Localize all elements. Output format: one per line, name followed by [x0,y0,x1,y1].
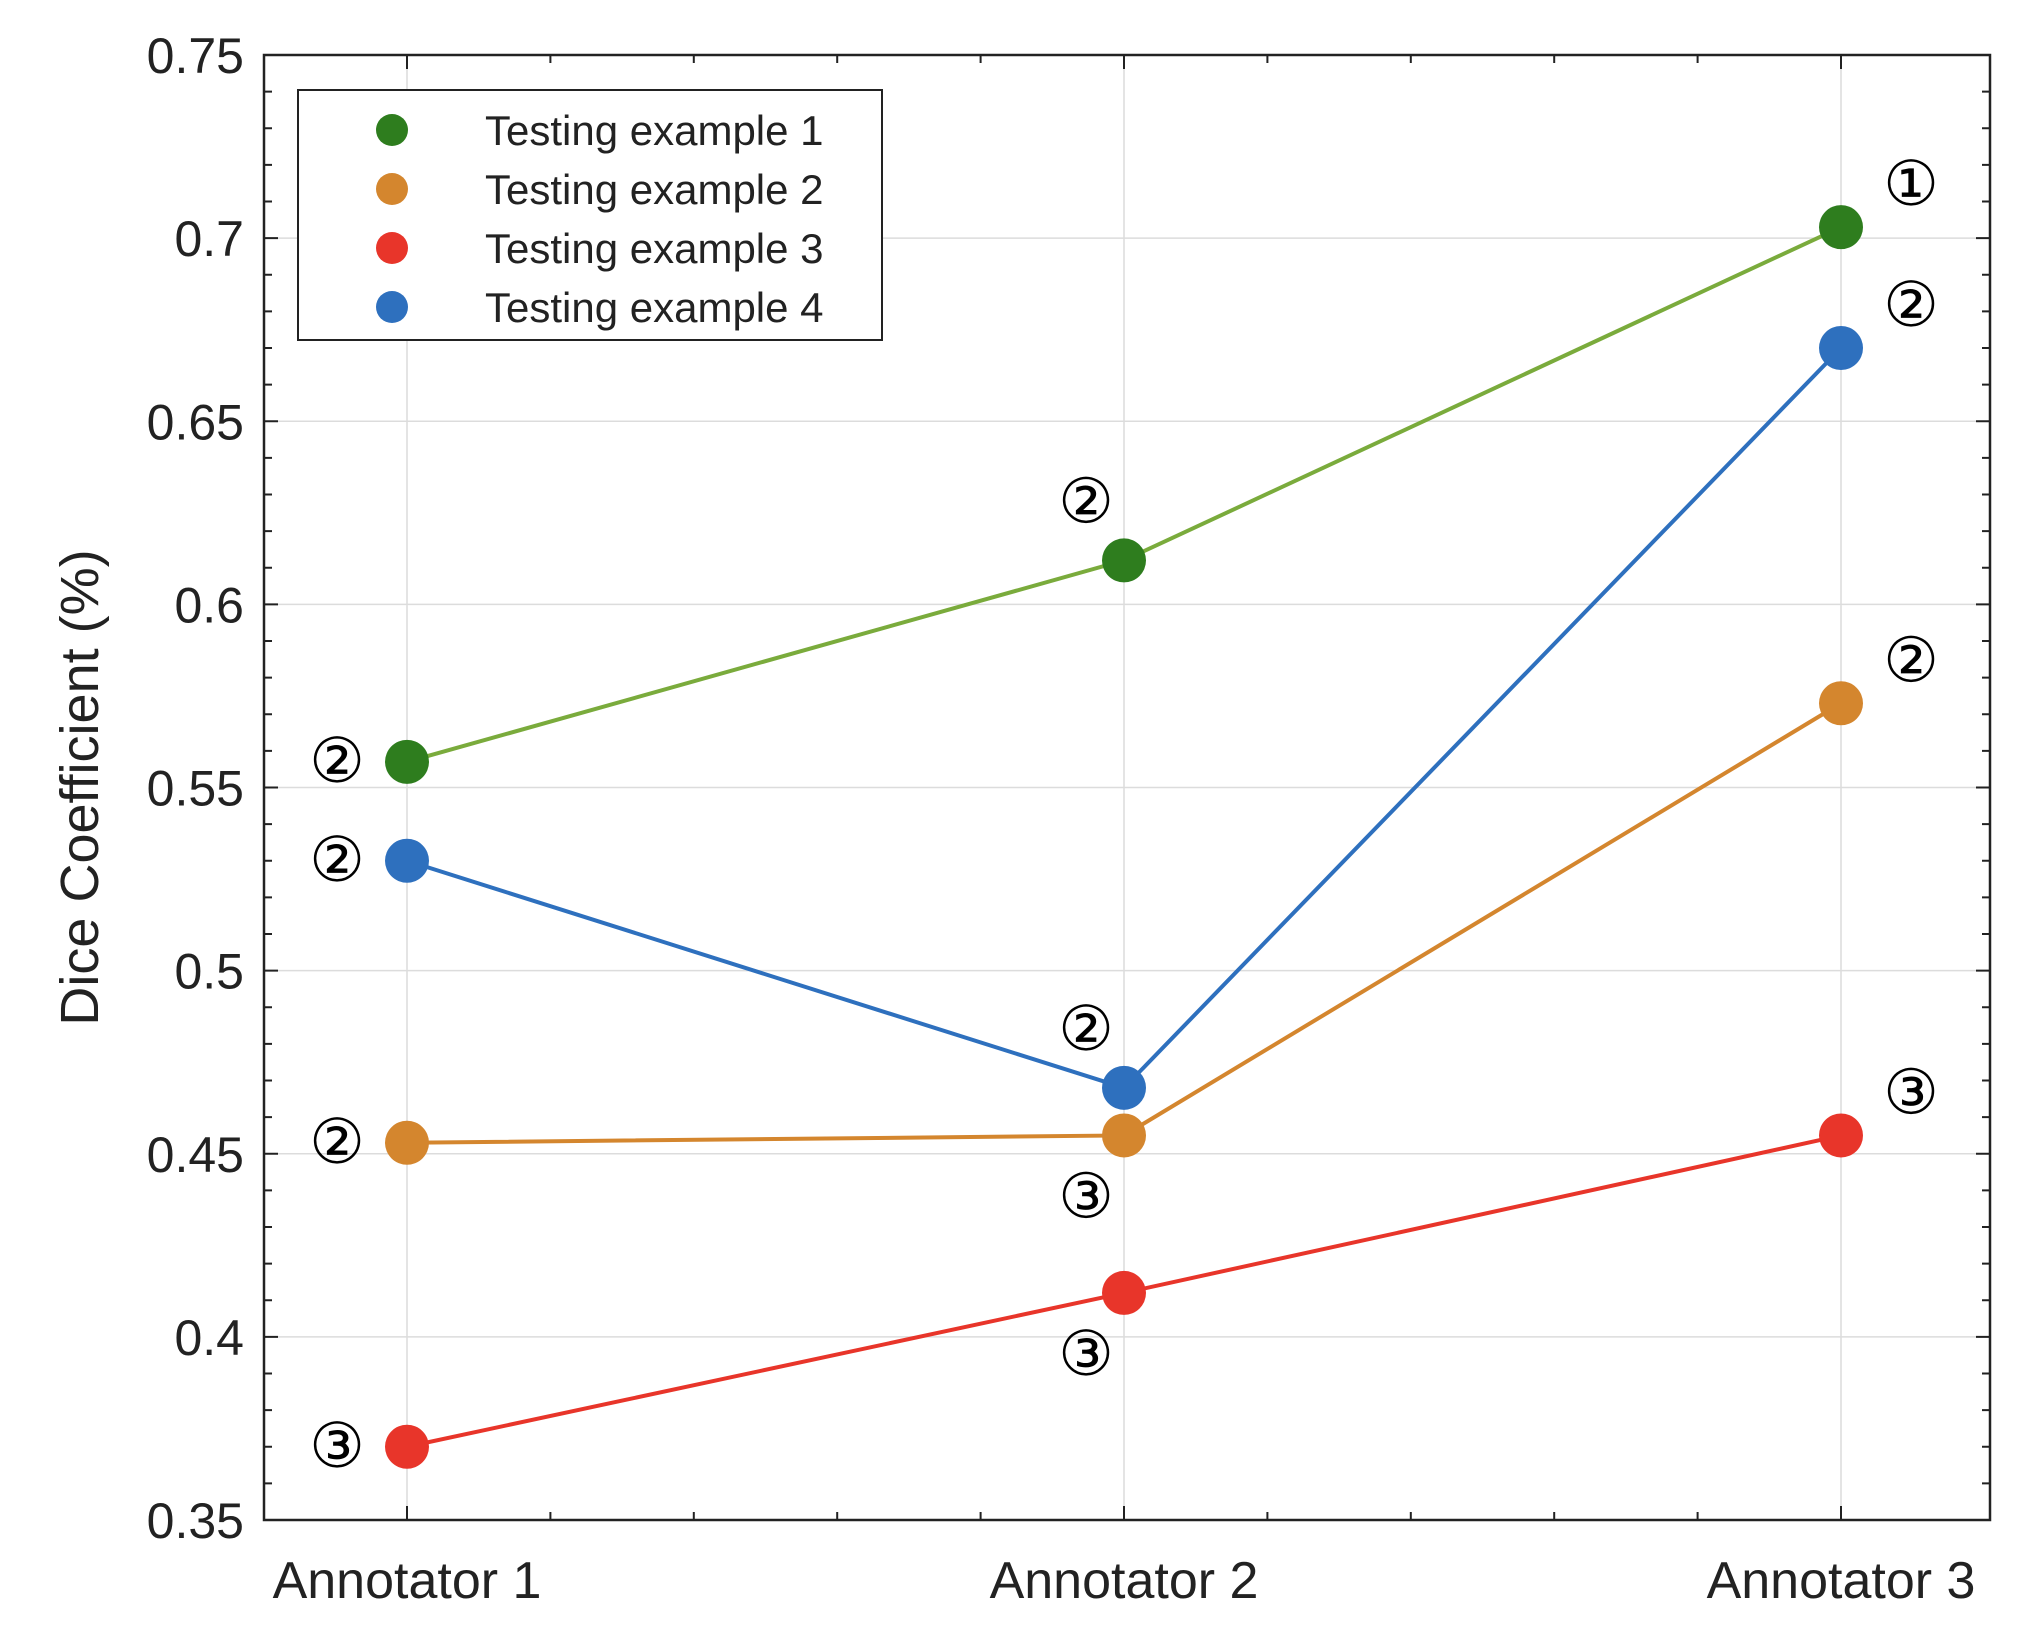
x-tick-label: Annotator 2 [990,1552,1259,1610]
legend-label: Testing example 2 [485,166,824,213]
data-point [385,1424,429,1469]
point-annotations: ② ② ① ② ③ ② ③ ③ ③ ② ② ② [309,147,1939,1482]
legend-marker [376,291,408,323]
legend-marker [376,114,408,146]
series-1 [385,205,1863,784]
point-annotation: ③ [309,1409,365,1482]
legend-label: Testing example 1 [485,107,824,154]
data-point [1819,205,1863,250]
data-point [1819,326,1863,370]
y-tick-label: 0.75 [147,28,244,84]
x-tick-label: Annotator 1 [273,1552,542,1610]
point-annotation: ② [1883,268,1939,341]
y-tick-label: 0.55 [147,761,244,817]
point-annotation: ① [1883,147,1939,220]
data-point [1102,1113,1146,1158]
x-tick-label: Annotator 3 [1707,1552,1976,1610]
legend: Testing example 1 Testing example 2 Testin… [297,89,883,341]
data-point [385,739,429,784]
legend-label: Testing example 4 [485,284,824,331]
series-4 [385,326,1863,1110]
y-tick-label: 0.7 [174,211,244,267]
point-annotation: ③ [1058,1159,1114,1232]
y-tick-label: 0.65 [147,394,244,450]
axes: 0.35 0.4 0.45 0.5 0.55 0.6 0.65 0.7 0.75 Annotato… [147,28,1992,1610]
data-point [1819,681,1863,726]
data-point [385,838,429,883]
y-tick-label: 0.6 [174,577,244,633]
y-tick-label: 0.35 [147,1493,244,1549]
y-tick-label: 0.4 [174,1310,244,1366]
series-3 [385,1113,1863,1469]
legend-marker [376,232,408,264]
data-point [1102,1065,1146,1110]
point-annotation: ② [1058,992,1114,1065]
point-annotation: ② [309,724,365,797]
y-tick-label: 0.5 [174,944,244,1000]
data-point [1102,538,1146,583]
data-point [1819,1113,1863,1158]
point-annotation: ③ [1058,1317,1114,1390]
data-point [1102,1270,1146,1315]
y-axis-label: Dice Coefficient (%) [50,549,110,1025]
point-annotation: ② [309,1105,365,1178]
data-point [385,1120,429,1165]
series-layer [385,205,1863,1469]
point-annotation: ② [1058,464,1114,537]
point-annotation: ② [1883,623,1939,696]
legend-marker [376,173,408,205]
legend-label: Testing example 3 [485,225,824,272]
point-annotation: ② [309,823,365,896]
point-annotation: ③ [1883,1055,1939,1128]
series-2 [385,681,1863,1165]
y-tick-label: 0.45 [147,1127,244,1183]
